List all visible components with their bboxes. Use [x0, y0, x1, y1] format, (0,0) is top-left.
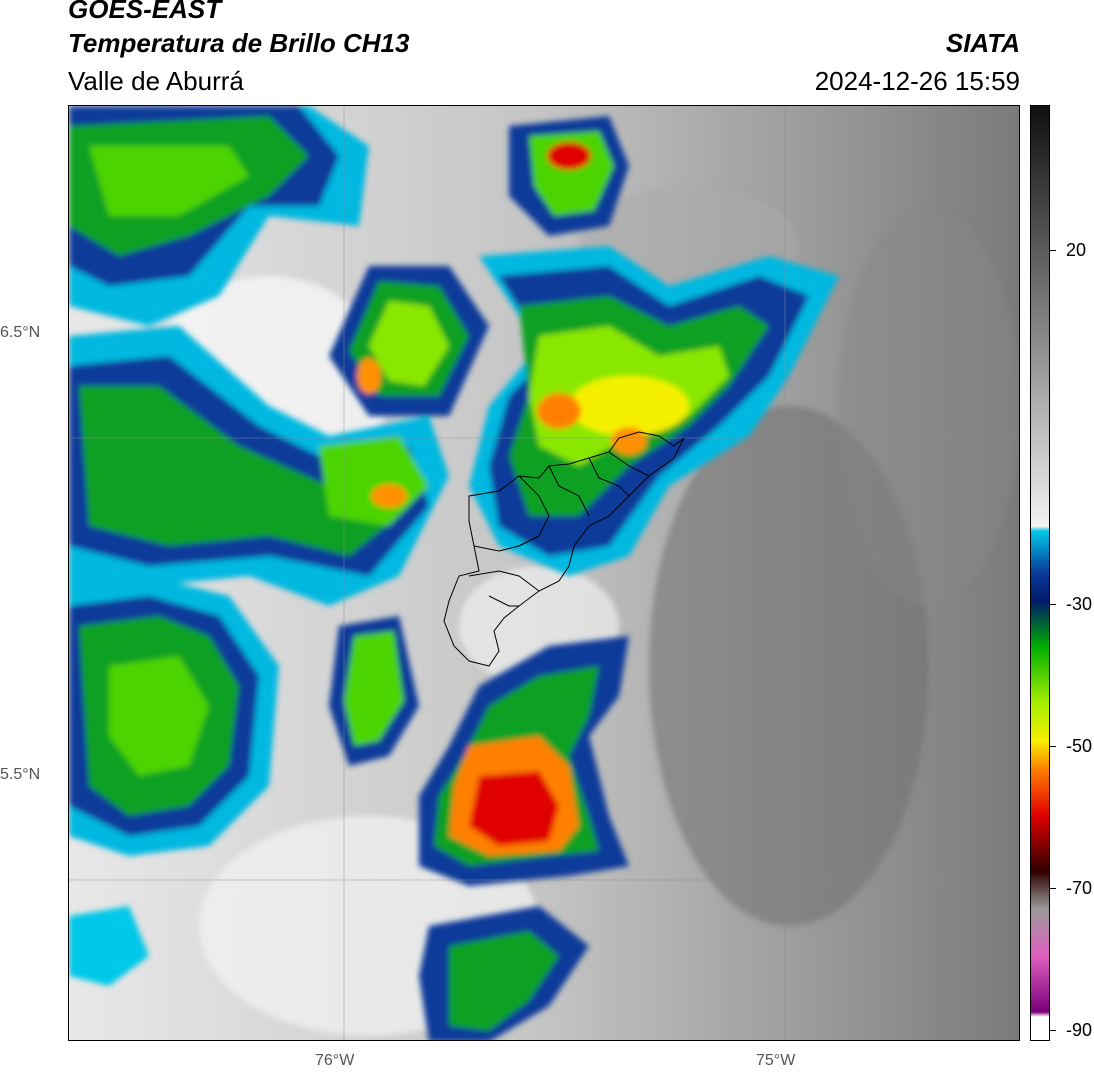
- timestamp-label: 2024-12-26 15:59: [814, 66, 1020, 96]
- colorbar-tick: [1050, 1030, 1056, 1031]
- lat-label: 6.5°N: [0, 324, 41, 341]
- region-subtitle: Valle de Aburrá: [68, 66, 244, 96]
- cold-cloud-tops: [69, 106, 839, 1040]
- product-title: Temperatura de Brillo CH13: [68, 28, 410, 58]
- colorbar-tick: [1050, 746, 1056, 747]
- colorbar-label: -30: [1066, 594, 1093, 614]
- colorbar-tick: [1050, 604, 1056, 605]
- grid-lines: [69, 106, 1019, 1040]
- lat-label: 5.5°N: [0, 766, 41, 783]
- colorbar-tick: [1050, 250, 1056, 251]
- lon-label: 76°W: [315, 1052, 355, 1069]
- colorbar-label: -70: [1066, 878, 1093, 898]
- colorbar-label: -50: [1066, 736, 1093, 756]
- colorbar-label: -90: [1066, 1020, 1093, 1040]
- colorbar-tick: [1050, 888, 1056, 889]
- temperature-colorbar: [1030, 105, 1050, 1041]
- satellite-map: [68, 105, 1020, 1041]
- organization-label: SIATA: [945, 28, 1020, 58]
- satellite-title: GOES-EAST: [68, 0, 222, 24]
- colorbar-label: 20: [1066, 240, 1087, 260]
- lon-label: 75°W: [756, 1052, 796, 1069]
- valle-de-aburra-boundaries: [443, 431, 685, 667]
